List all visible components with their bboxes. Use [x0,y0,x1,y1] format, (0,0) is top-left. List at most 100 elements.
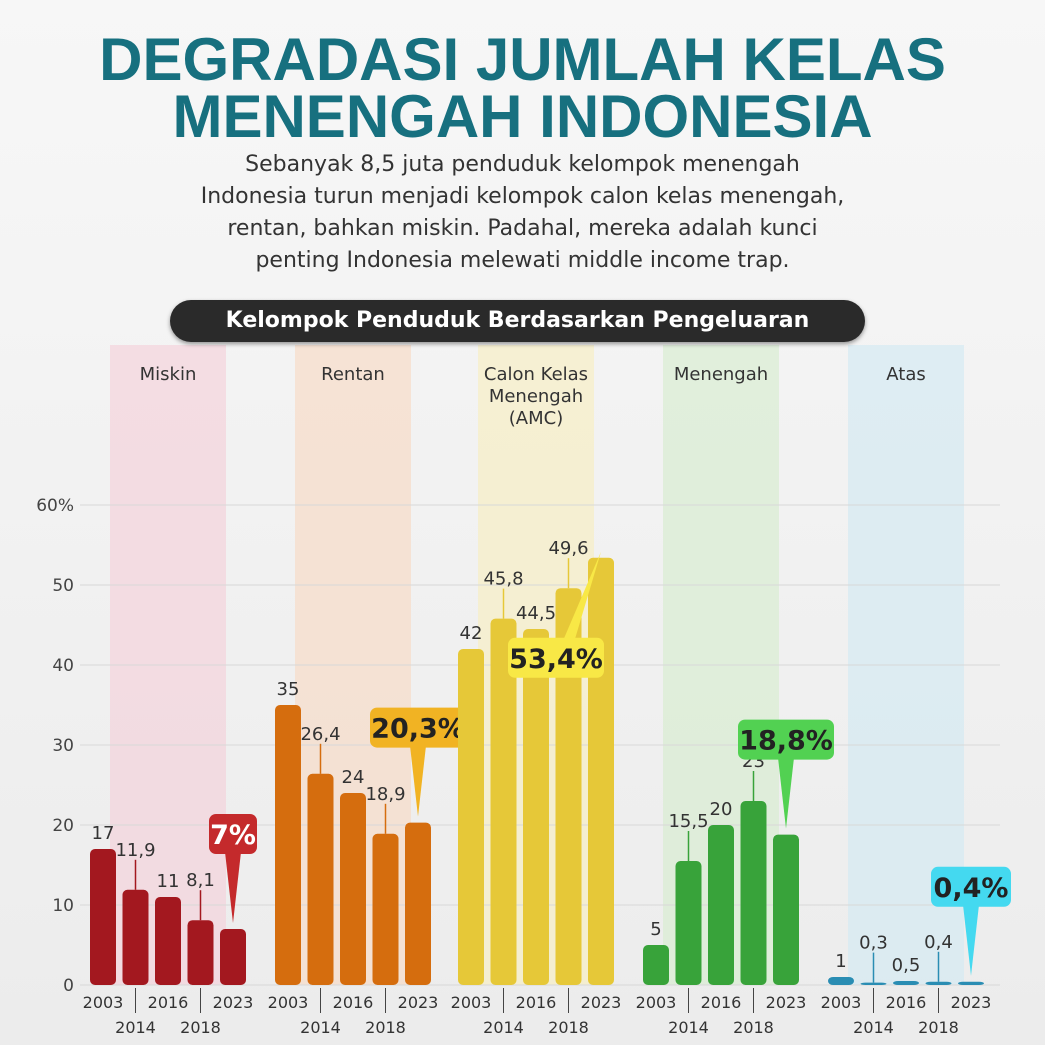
value-label: 15,5 [668,811,708,832]
value-label: 44,5 [516,603,556,624]
value-label: 42 [460,623,483,644]
x-tick-label: 2018 [918,1018,959,1037]
callout-pointer [778,757,794,829]
y-tick-label: 30 [52,736,74,756]
bar [555,588,582,985]
value-label: 18,9 [365,784,405,805]
value-label: 45,8 [483,569,523,590]
x-tick-label: 2003 [821,993,862,1012]
callout-box [370,707,466,748]
value-label: 0,3 [859,933,888,954]
bar [860,982,887,985]
bar [340,793,366,985]
x-tick-label: 2014 [668,1018,709,1037]
subtitle-line: penting Indonesia melewati middle income… [255,248,790,273]
bar [372,833,399,985]
callout-label: 18,8% [739,726,833,757]
x-tick-label: 2023 [766,993,807,1012]
value-label: 0,5 [892,955,921,976]
x-tick-label: 2023 [213,993,254,1012]
x-tick-label: 2016 [516,993,557,1012]
callout-label: 53,4% [509,644,603,675]
x-tick-label: 2014 [300,1018,341,1037]
title-line: DEGRADASI JUMLAH KELAS [99,26,946,93]
x-tick-label: 2003 [268,993,309,1012]
value-label: 20 [710,799,733,820]
bar [958,981,984,985]
subtitle-line: rentan, bahkan miskin. Padahal, mereka a… [227,216,818,241]
group-label: Menengah [673,364,769,385]
bar [588,557,614,985]
callout-box [738,719,834,760]
x-tick-label: 2003 [451,993,492,1012]
bar [122,889,149,985]
x-tick-label: 2023 [951,993,992,1012]
bar [828,977,854,985]
x-tick-label: 2016 [886,993,927,1012]
bar [893,981,919,985]
bar [740,801,767,985]
value-label: 1 [835,951,846,972]
value-label: 11 [157,871,180,892]
bar [187,920,214,985]
y-tick-label: 40 [52,656,74,676]
y-tick-label: 50 [52,576,74,596]
bar [307,773,334,985]
callout-pointer [225,852,241,923]
bar [925,981,952,985]
x-tick-label: 2018 [180,1018,221,1037]
bar [708,825,734,985]
value-label: 11,9 [115,840,155,861]
bar [405,822,431,985]
callout-label: 7% [210,820,256,851]
bar [523,629,549,985]
subtitle-line: Indonesia turun menjadi kelompok calon k… [200,184,845,209]
bar [773,834,799,985]
value-label: 24 [342,767,365,788]
x-tick-label: 2014 [115,1018,156,1037]
bar [275,705,301,985]
subtitle-line: Sebanyak 8,5 juta penduduk kelompok mene… [245,152,800,177]
x-tick-label: 2016 [333,993,374,1012]
callout-box [508,637,604,678]
value-label: 35 [277,679,300,700]
x-tick-label: 2003 [636,993,677,1012]
x-tick-label: 2016 [148,993,189,1012]
y-tick-label: 0 [63,976,74,996]
bar [458,649,484,985]
y-tick-label: 10 [52,896,74,916]
callout-box [209,814,257,854]
bar [220,929,246,985]
callout-pointer [410,745,426,817]
group-label: Calon Kelas Menengah (AMC) [483,364,589,429]
bar [675,861,702,985]
x-tick-label: 2014 [483,1018,524,1037]
bar [155,897,181,985]
group-label: Atas [886,364,926,385]
x-tick-label: 2018 [733,1018,774,1037]
callout-label: 0,4% [934,873,1009,904]
x-tick-label: 2016 [701,993,742,1012]
value-label: 17 [92,823,115,844]
callout-pointer [963,904,979,976]
y-tick-label: 20 [52,816,74,836]
bar [490,618,517,985]
value-label: 8,1 [186,870,215,891]
value-label: 49,6 [548,538,588,559]
value-label: 5 [650,919,661,940]
bar [90,849,116,985]
bar [643,945,669,985]
group-label: Rentan [321,364,385,385]
title-line: MENENGAH INDONESIA [172,83,873,150]
x-tick-label: 2023 [581,993,622,1012]
x-tick-label: 2018 [548,1018,589,1037]
x-tick-label: 2018 [365,1018,406,1037]
y-tick-label: 60% [36,496,74,516]
group-label: Miskin [139,364,197,385]
x-tick-label: 2023 [398,993,439,1012]
callout-box [931,866,1011,907]
x-tick-label: 2003 [83,993,124,1012]
value-label: 0,4 [924,932,953,953]
